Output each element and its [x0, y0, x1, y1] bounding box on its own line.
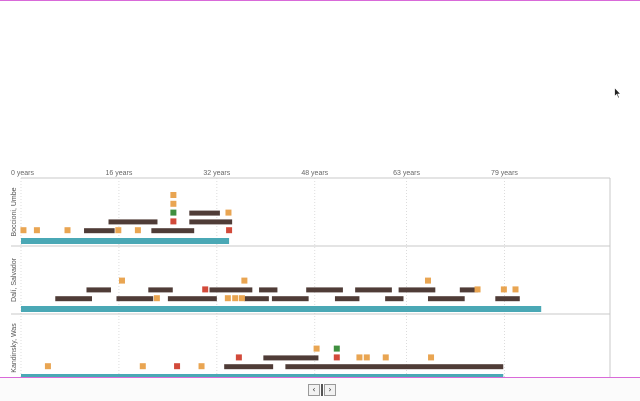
pager-position-indicator[interactable]	[321, 384, 323, 396]
event-marker	[333, 345, 340, 352]
x-tick-label: 16 years	[105, 170, 132, 177]
event-marker	[235, 354, 242, 361]
period-bar	[167, 296, 217, 302]
event-marker	[115, 227, 122, 234]
period-bar	[459, 287, 479, 293]
period-bar	[108, 219, 158, 225]
period-bar	[224, 364, 274, 370]
event-marker	[424, 277, 431, 284]
window-top-border	[0, 0, 640, 1]
event-marker	[174, 363, 181, 370]
period-bar	[385, 296, 404, 302]
next-page-button[interactable]: ›	[324, 384, 336, 396]
lifespan-bar	[21, 238, 230, 244]
event-marker	[139, 363, 146, 370]
event-marker	[118, 277, 125, 284]
event-marker	[170, 209, 177, 216]
pager: ‹ ›	[308, 384, 336, 396]
period-bar	[209, 287, 253, 293]
lifespan-bar	[21, 374, 504, 378]
x-tick-label: 0 years	[11, 170, 34, 177]
period-bar	[306, 287, 343, 293]
event-marker	[44, 363, 51, 370]
x-tick-label: 63 years	[393, 170, 420, 177]
event-marker	[33, 227, 40, 234]
event-marker	[226, 227, 233, 234]
period-bar	[263, 355, 319, 361]
previous-page-button[interactable]: ‹	[308, 384, 320, 396]
period-bar	[151, 228, 195, 234]
period-bar	[495, 296, 520, 302]
event-marker	[202, 286, 209, 293]
event-marker	[224, 295, 231, 302]
period-bar	[55, 296, 92, 302]
event-marker	[238, 295, 245, 302]
event-marker	[474, 286, 481, 293]
bottom-toolbar	[0, 377, 640, 401]
lifespan-bar	[21, 306, 542, 312]
x-tick-label: 32 years	[203, 170, 230, 177]
period-bar	[355, 287, 392, 293]
period-bar	[86, 287, 111, 293]
event-marker	[333, 354, 340, 361]
period-bar	[285, 364, 504, 370]
period-bar	[148, 287, 173, 293]
event-marker	[225, 209, 232, 216]
x-tick-label: 48 years	[301, 170, 328, 177]
period-bar	[334, 296, 360, 302]
event-marker	[500, 286, 507, 293]
period-bar	[259, 287, 278, 293]
event-marker	[170, 200, 177, 207]
period-bar	[398, 287, 436, 293]
event-marker	[170, 192, 177, 198]
mouse-pointer-icon	[614, 86, 622, 104]
period-bar	[271, 296, 309, 302]
period-bar	[189, 210, 220, 216]
period-bar	[244, 296, 269, 302]
event-marker	[313, 345, 320, 352]
period-bar	[427, 296, 465, 302]
event-marker	[512, 286, 519, 293]
event-marker	[170, 218, 177, 225]
event-marker	[363, 354, 370, 361]
artist-name-label: Boccioni, Umbe	[11, 187, 18, 236]
period-bar	[189, 219, 233, 225]
event-marker	[20, 227, 27, 234]
artist-name-label: Dalí, Salvador	[11, 257, 18, 302]
timeline-svg: 0 years 16 years 32 years 48 years 63 years 7…	[11, 170, 611, 378]
x-tick-label: 79 years	[491, 170, 518, 177]
event-marker	[198, 363, 205, 370]
event-marker	[382, 354, 389, 361]
period-bar	[84, 228, 115, 234]
artist-name-label: Kandinsky, Was	[11, 323, 18, 373]
event-marker	[153, 295, 160, 302]
event-marker	[428, 354, 435, 361]
event-marker	[64, 227, 71, 234]
event-marker	[134, 227, 141, 234]
event-marker	[232, 295, 239, 302]
event-marker	[356, 354, 363, 361]
event-marker	[241, 277, 248, 284]
period-bar	[116, 296, 154, 302]
